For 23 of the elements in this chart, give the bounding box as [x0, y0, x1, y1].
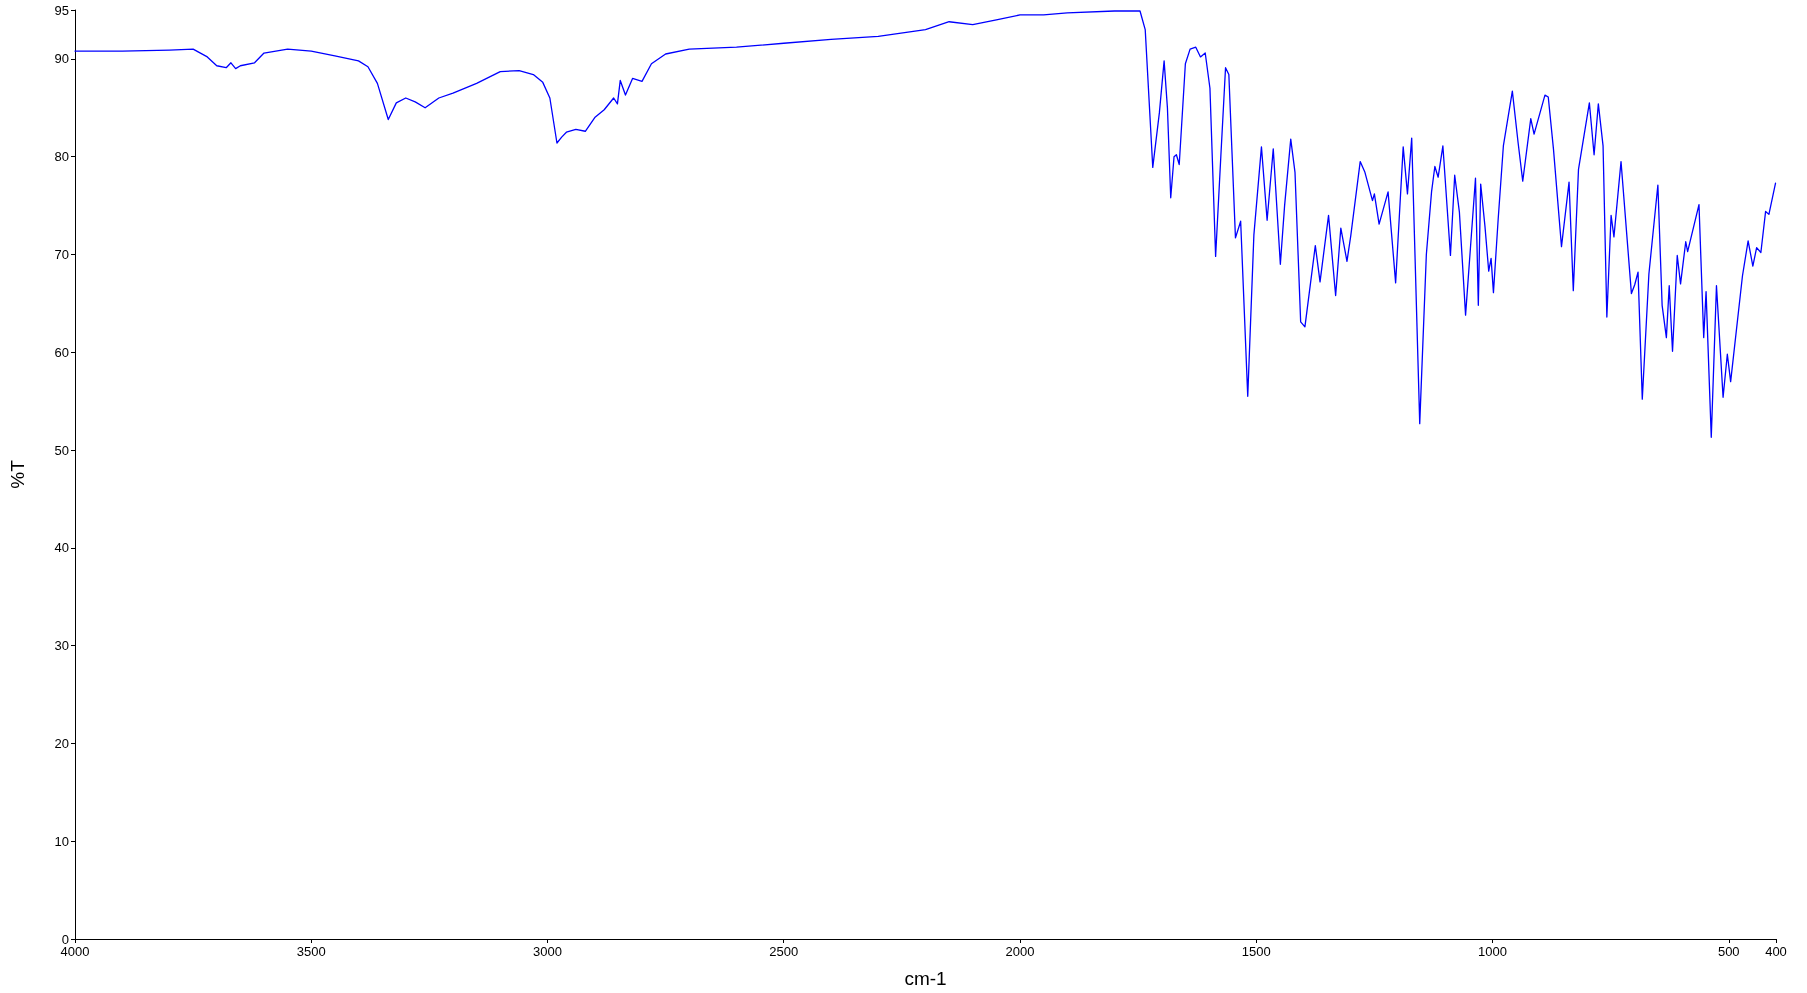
y-tick-label: 80 — [54, 149, 69, 165]
x-tick-label: 2500 — [769, 944, 799, 959]
y-tick-label: 95 — [54, 2, 69, 18]
x-tick-label: 4000 — [60, 944, 90, 959]
x-axis-title: cm-1 — [904, 968, 947, 989]
y-tick-label: 10 — [54, 833, 69, 849]
y-tick-label: 70 — [54, 246, 69, 262]
y-tick-label: 30 — [54, 638, 69, 654]
x-tick-label: 500 — [1717, 944, 1740, 959]
x-tick-label: 400 — [1765, 944, 1787, 959]
x-tick-label: 3500 — [296, 944, 326, 959]
y-tick-label: 60 — [54, 344, 69, 360]
x-tick-label: 3000 — [533, 944, 562, 959]
y-axis-title: %T — [7, 459, 28, 489]
line-series — [74, 10, 1777, 438]
y-tick-label: 40 — [54, 540, 69, 556]
y-tick-label: 20 — [54, 735, 69, 751]
x-tick-label: 1500 — [1241, 944, 1271, 959]
y-tick-label: 50 — [54, 442, 69, 458]
y-tick-label: 0 — [61, 931, 69, 947]
y-tick-label: 90 — [54, 51, 69, 67]
x-tick-label: 2000 — [1005, 944, 1035, 959]
x-tick-label: 1000 — [1478, 944, 1507, 959]
